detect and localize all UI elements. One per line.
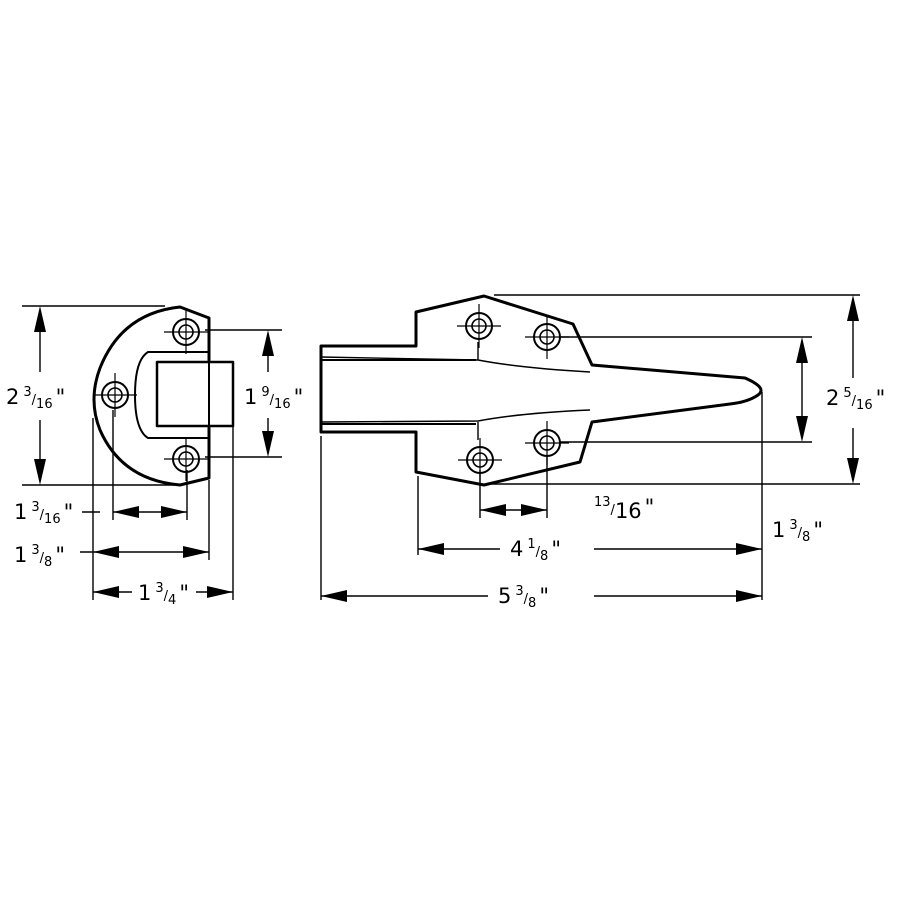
handle-hole-offset-dimension bbox=[480, 504, 547, 516]
strike-hole-offset-label: 1 3/16 " bbox=[14, 500, 73, 527]
handle-length-b-label: 5 3/8 " bbox=[498, 584, 549, 611]
strike-width-a-dimension bbox=[80, 546, 209, 558]
handle-length-b-dimension bbox=[321, 590, 762, 602]
strike-width-a-label: 1 3/8 " bbox=[14, 543, 65, 570]
strike-height-dimension bbox=[34, 306, 46, 485]
handle-hole-spacing-label: 1 3/8 " bbox=[772, 518, 823, 545]
handle-length-a-dimension bbox=[418, 543, 762, 555]
handle-height-dimension bbox=[847, 295, 859, 484]
strike-hole-offset-dimension bbox=[82, 506, 187, 518]
handle-hole-offset-label: 13/16 " bbox=[594, 495, 654, 523]
handle-height-label: 2 5/16 " bbox=[826, 386, 885, 413]
strike-height-label: 2 3/16 " bbox=[6, 385, 65, 412]
handle-extension-lines bbox=[320, 294, 860, 600]
strike-hole-spacing-dimension bbox=[262, 330, 274, 457]
strike-hole-spacing-label: 1 9/16 " bbox=[244, 385, 303, 412]
handle-part bbox=[319, 294, 763, 487]
strike-part bbox=[92, 305, 235, 487]
strike-extension-lines bbox=[22, 305, 282, 600]
handle-length-a-label: 4 1/8 " bbox=[510, 537, 561, 564]
handle-hole-spacing-dimension bbox=[796, 337, 808, 442]
strike-width-b-dimension bbox=[93, 586, 233, 598]
strike-width-b-label: 1 3/4 " bbox=[138, 581, 189, 608]
